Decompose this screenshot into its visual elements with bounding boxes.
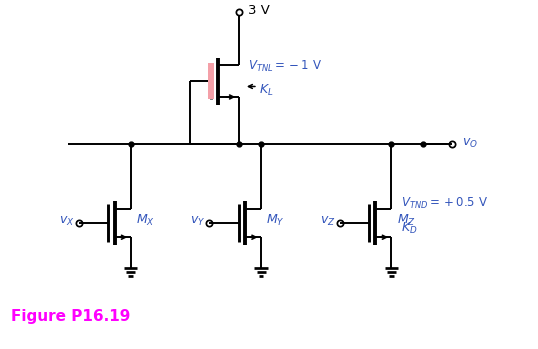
Text: $v_O$: $v_O$ [462,136,478,150]
Text: $v_Y$: $v_Y$ [190,215,205,228]
Text: Figure P16.19: Figure P16.19 [11,309,130,324]
Text: $M_Z$: $M_Z$ [397,213,416,228]
Bar [208,63,214,99]
Text: $v_Z$: $v_Z$ [320,215,336,228]
Text: $v_X$: $v_X$ [59,215,75,228]
Text: $K_L$: $K_L$ [259,83,273,98]
Text: $K_D$: $K_D$ [401,221,417,236]
Text: $V_{TNL} = -1\ \mathrm{V}$: $V_{TNL} = -1\ \mathrm{V}$ [247,59,322,74]
Text: $M_Y$: $M_Y$ [266,213,285,228]
Text: $M_X$: $M_X$ [136,213,155,228]
Text: $V_{TND} = +0.5\ \mathrm{V}$: $V_{TND} = +0.5\ \mathrm{V}$ [401,195,488,210]
Text: 3 V: 3 V [248,4,270,17]
